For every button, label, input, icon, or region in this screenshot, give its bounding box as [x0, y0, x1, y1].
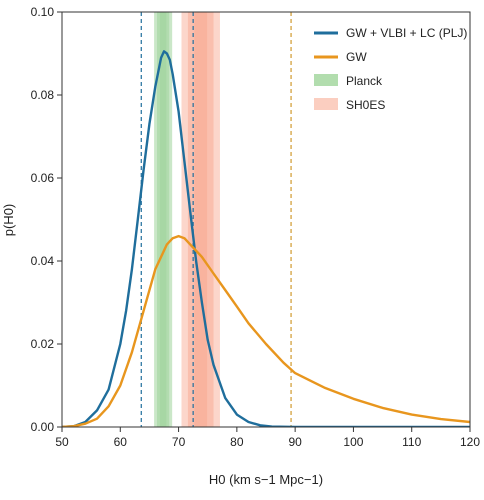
x-tick-label: 90 — [288, 435, 302, 449]
y-tick-label: 0.04 — [31, 254, 55, 268]
x-axis-label: H0 (km s−1 Mpc−1) — [209, 472, 323, 487]
y-axis-ticks: 0.00 0.02 0.04 0.06 0.08 0.10 — [31, 5, 62, 434]
y-tick-label: 0.00 — [31, 420, 55, 434]
y-tick-label: 0.10 — [31, 5, 55, 19]
x-tick-label: 110 — [402, 435, 421, 449]
legend: GW + VLBI + LC (PLJ) GW Planck SH0ES — [314, 26, 467, 112]
x-tick-label: 100 — [343, 435, 363, 449]
legend-swatch-shoes — [314, 98, 338, 110]
series-layer — [62, 50, 470, 427]
legend-label-planck: Planck — [346, 74, 383, 88]
x-tick-label: 60 — [114, 435, 128, 449]
x-axis-ticks: 50 60 70 80 90 100 110 120 — [55, 427, 480, 449]
x-tick-label: 80 — [230, 435, 244, 449]
y-tick-label: 0.02 — [31, 337, 55, 351]
band-shoes-2 — [181, 12, 220, 427]
legend-label-gw-vlbi-lc: GW + VLBI + LC (PLJ) — [346, 26, 467, 40]
series-line-gw — [62, 234, 470, 427]
vlines-layer — [140, 12, 292, 427]
series-line-gw-vlbi-lc — [62, 50, 470, 427]
y-axis-label: p(H0) — [1, 204, 16, 237]
bands-layer — [154, 12, 220, 427]
legend-label-gw: GW — [346, 50, 367, 64]
x-tick-label: 50 — [55, 435, 69, 449]
plot-frame — [61, 11, 471, 428]
legend-label-shoes: SH0ES — [346, 98, 385, 112]
legend-swatch-planck — [314, 74, 338, 86]
y-tick-label: 0.06 — [31, 171, 55, 185]
x-tick-label: 120 — [460, 435, 480, 449]
y-tick-label: 0.08 — [31, 88, 55, 102]
x-tick-label: 70 — [172, 435, 186, 449]
band-planck-2 — [154, 12, 173, 427]
